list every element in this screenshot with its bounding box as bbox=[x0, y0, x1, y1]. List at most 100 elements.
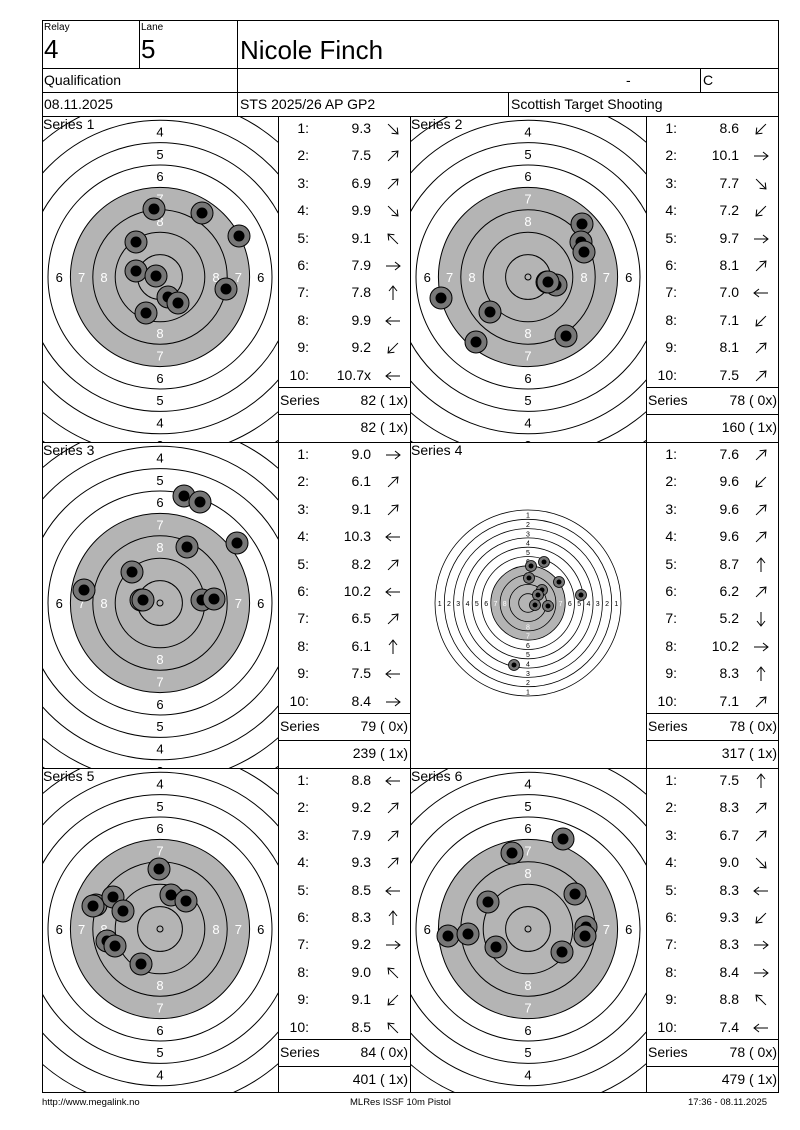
shot-row: 2: 7.5 bbox=[279, 147, 407, 167]
shot-number: 3: bbox=[297, 826, 309, 843]
shot-number: 6: bbox=[297, 583, 309, 599]
direction-arrow-icon bbox=[387, 559, 399, 570]
shot-row: 4: 9.3 bbox=[279, 854, 407, 874]
direction-arrow-icon bbox=[387, 342, 399, 354]
shot-value: 10.3 bbox=[343, 528, 371, 545]
shot-row: 3: 9.6 bbox=[647, 501, 775, 521]
shot-value: 9.3 bbox=[351, 854, 371, 871]
svg-text:6: 6 bbox=[568, 601, 572, 608]
target-series-4: 11112222333344445555666677778888 bbox=[434, 509, 622, 697]
svg-text:6: 6 bbox=[524, 169, 531, 184]
divider bbox=[279, 740, 410, 741]
shot-number: 1: bbox=[297, 772, 309, 788]
direction-arrow-icon bbox=[387, 802, 399, 814]
running-total: 401 ( 1x) bbox=[352, 1071, 408, 1087]
shot-value: 8.4 bbox=[351, 692, 371, 709]
series-total: 78 ( 0x) bbox=[729, 1044, 777, 1060]
svg-text:7: 7 bbox=[603, 270, 610, 285]
shot-value: 8.2 bbox=[351, 555, 371, 572]
shot-value: 5.2 bbox=[719, 610, 739, 627]
shot-number: 3: bbox=[665, 174, 677, 191]
shot-number: 8: bbox=[297, 963, 309, 980]
date: 08.11.2025 bbox=[44, 96, 114, 112]
shot-value: 7.5 bbox=[719, 772, 739, 788]
svg-text:7: 7 bbox=[446, 270, 453, 285]
shot-row: 5: 9.7 bbox=[647, 230, 775, 250]
direction-arrow-icon bbox=[387, 504, 399, 516]
direction-arrow-icon bbox=[386, 261, 401, 271]
direction-arrow-icon bbox=[387, 123, 399, 135]
shot-value: 8.8 bbox=[719, 991, 739, 1008]
svg-text:8: 8 bbox=[212, 922, 219, 937]
svg-text:5: 5 bbox=[524, 799, 531, 814]
shot-number: 2: bbox=[665, 799, 677, 816]
series-total: 78 ( 0x) bbox=[729, 718, 777, 734]
direction-arrow-icon bbox=[387, 994, 399, 1006]
direction-arrow-icon bbox=[385, 532, 400, 542]
shot-value: 9.6 bbox=[719, 500, 739, 517]
direction-arrow-icon bbox=[755, 531, 767, 543]
svg-text:6: 6 bbox=[625, 922, 632, 937]
direction-arrow-icon bbox=[755, 178, 767, 190]
svg-text:7: 7 bbox=[78, 270, 85, 285]
svg-text:5: 5 bbox=[156, 147, 163, 162]
direction-arrow-icon bbox=[754, 642, 769, 652]
divider bbox=[279, 414, 410, 415]
svg-text:7: 7 bbox=[156, 674, 163, 689]
shot-value: 9.7 bbox=[719, 229, 739, 246]
svg-text:7: 7 bbox=[603, 922, 610, 937]
shot-value: 7.1 bbox=[719, 311, 739, 328]
target-series-5: 333344445555666677778888 bbox=[43, 769, 278, 1092]
direction-arrow-icon bbox=[387, 967, 399, 979]
shot-number: 6: bbox=[665, 909, 677, 925]
svg-text:4: 4 bbox=[526, 541, 530, 548]
svg-text:1: 1 bbox=[526, 689, 530, 696]
shot-number: 7: bbox=[297, 610, 309, 627]
shot-value: 7.9 bbox=[351, 826, 371, 843]
shot-value: 9.2 bbox=[351, 339, 371, 356]
svg-text:7: 7 bbox=[235, 596, 242, 611]
shot-number: 1: bbox=[665, 446, 677, 462]
series-total: 79 ( 0x) bbox=[360, 718, 408, 734]
svg-text:6: 6 bbox=[257, 596, 264, 611]
shot-number: 4: bbox=[297, 528, 309, 545]
target-series-1: 333344445555666677778888 bbox=[43, 117, 278, 442]
svg-text:1: 1 bbox=[526, 513, 530, 520]
shooter-name: Nicole Finch bbox=[240, 35, 384, 65]
svg-text:1: 1 bbox=[438, 601, 442, 608]
direction-arrow-icon bbox=[755, 315, 767, 327]
svg-text:7: 7 bbox=[78, 922, 85, 937]
svg-text:6: 6 bbox=[424, 270, 431, 285]
divider bbox=[279, 1066, 410, 1067]
shot-row: 8: 9.9 bbox=[279, 312, 407, 332]
svg-text:4: 4 bbox=[526, 661, 530, 668]
shot-value: 9.1 bbox=[351, 500, 371, 517]
svg-text:6: 6 bbox=[56, 922, 63, 937]
divider bbox=[42, 92, 779, 93]
shot-row: 4: 9.0 bbox=[647, 854, 775, 874]
shot-row: 10: 7.4 bbox=[647, 1019, 775, 1039]
shot-row: 5: 8.2 bbox=[279, 556, 407, 576]
shot-number: 5: bbox=[297, 881, 309, 898]
svg-text:8: 8 bbox=[503, 601, 507, 608]
club: Scottish Target Shooting bbox=[511, 96, 663, 112]
shot-number: 3: bbox=[665, 500, 677, 517]
series-total-label: Series bbox=[280, 1044, 320, 1060]
footer-url[interactable]: http://www.megalink.no bbox=[42, 1097, 140, 1108]
shot-number: 5: bbox=[665, 555, 677, 572]
shot-number: 7: bbox=[665, 936, 677, 953]
direction-arrow-icon bbox=[388, 910, 398, 925]
svg-text:5: 5 bbox=[526, 550, 530, 557]
svg-text:4: 4 bbox=[524, 1068, 531, 1083]
svg-text:6: 6 bbox=[156, 495, 163, 510]
shot-value: 6.2 bbox=[719, 583, 739, 599]
shot-row: 7: 7.0 bbox=[647, 284, 775, 304]
shot-row: 3: 7.9 bbox=[279, 827, 407, 847]
divider bbox=[279, 713, 410, 714]
lane-value: 5 bbox=[141, 34, 156, 64]
direction-arrow-icon bbox=[386, 697, 401, 706]
direction-arrow-icon bbox=[753, 886, 768, 895]
svg-text:8: 8 bbox=[524, 214, 531, 229]
shot-value: 10.1 bbox=[711, 147, 739, 164]
shot-value: 7.1 bbox=[719, 692, 739, 709]
